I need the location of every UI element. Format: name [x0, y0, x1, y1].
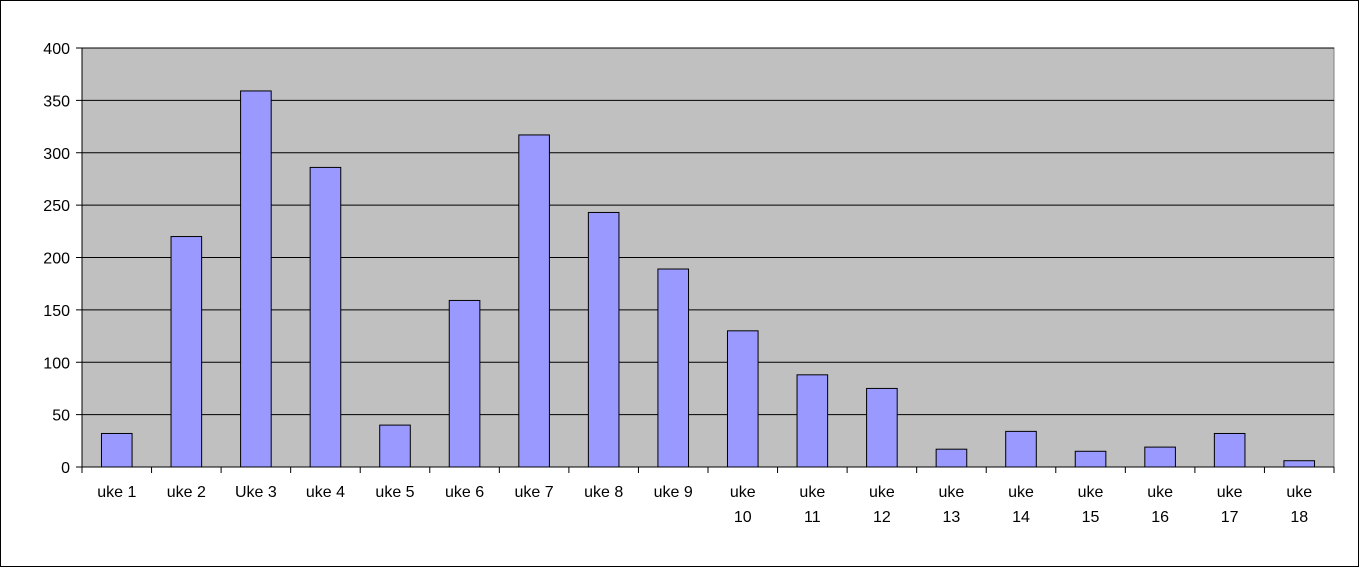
bar	[657, 268, 690, 468]
y-tick-label: 50	[52, 408, 70, 425]
bar	[587, 211, 620, 468]
bar	[866, 387, 898, 468]
x-tick-label: uke	[1217, 484, 1243, 501]
x-tick-label: 15	[1082, 509, 1100, 526]
x-tick-label: uke 6	[445, 484, 484, 501]
y-tick-label: 350	[43, 93, 70, 110]
bar	[796, 374, 829, 468]
x-tick-label: uke 1	[97, 484, 136, 501]
bar	[1213, 432, 1246, 468]
y-tick-label: 0	[61, 460, 70, 477]
x-tick-label: 17	[1221, 509, 1239, 526]
x-tick-label: uke	[730, 484, 756, 501]
bars	[100, 90, 1316, 468]
x-tick-label: 14	[1012, 509, 1030, 526]
bar	[935, 448, 968, 468]
bar	[1005, 430, 1037, 468]
x-tick-label: 13	[943, 509, 961, 526]
x-tick-label: uke	[939, 484, 965, 501]
x-tick-label: uke	[869, 484, 895, 501]
y-tick-label: 250	[43, 198, 70, 215]
bar	[726, 330, 759, 468]
x-tick-label: 11	[804, 509, 821, 526]
bar	[240, 90, 272, 468]
x-tick-label: uke 4	[306, 484, 345, 501]
x-tick-label: uke 5	[375, 484, 414, 501]
x-tick-label: uke	[1286, 484, 1312, 501]
x-tick-label: uke 8	[584, 484, 623, 501]
bar	[518, 134, 550, 468]
x-tick-label: 10	[734, 509, 752, 526]
x-axis: uke 1 uke 2 Uke 3 uke 4 uke 5 uke 6 uke 7 uke 8…	[81, 466, 1335, 526]
bar	[1074, 450, 1107, 468]
x-tick-label: uke 9	[654, 484, 693, 501]
bar	[100, 432, 133, 468]
bar	[170, 236, 203, 468]
gridlines	[82, 47, 1334, 416]
x-tick-label: Uke 3	[235, 484, 277, 501]
bar	[1144, 446, 1176, 468]
bar	[309, 166, 342, 468]
x-tick-label: uke 2	[167, 484, 206, 501]
x-tick-label: 12	[873, 509, 891, 526]
bar	[1283, 460, 1316, 468]
y-axis: 0 50 100 150 200 250 300 350 400	[43, 41, 83, 477]
x-tick-label: uke	[799, 484, 825, 501]
x-tick-label: 16	[1151, 509, 1169, 526]
x-tick-label: uke	[1008, 484, 1034, 501]
x-tick-label: 18	[1290, 509, 1308, 526]
x-tick-label: uke	[1078, 484, 1104, 501]
y-tick-label: 400	[43, 41, 70, 58]
y-tick-label: 150	[43, 303, 70, 320]
x-tick-label: uke	[1147, 484, 1173, 501]
bar	[448, 299, 481, 468]
y-tick-label: 200	[43, 251, 70, 268]
x-tick-label: uke 7	[515, 484, 554, 501]
bar	[379, 424, 411, 468]
y-tick-label: 100	[43, 355, 70, 372]
y-tick-label: 300	[43, 146, 70, 163]
